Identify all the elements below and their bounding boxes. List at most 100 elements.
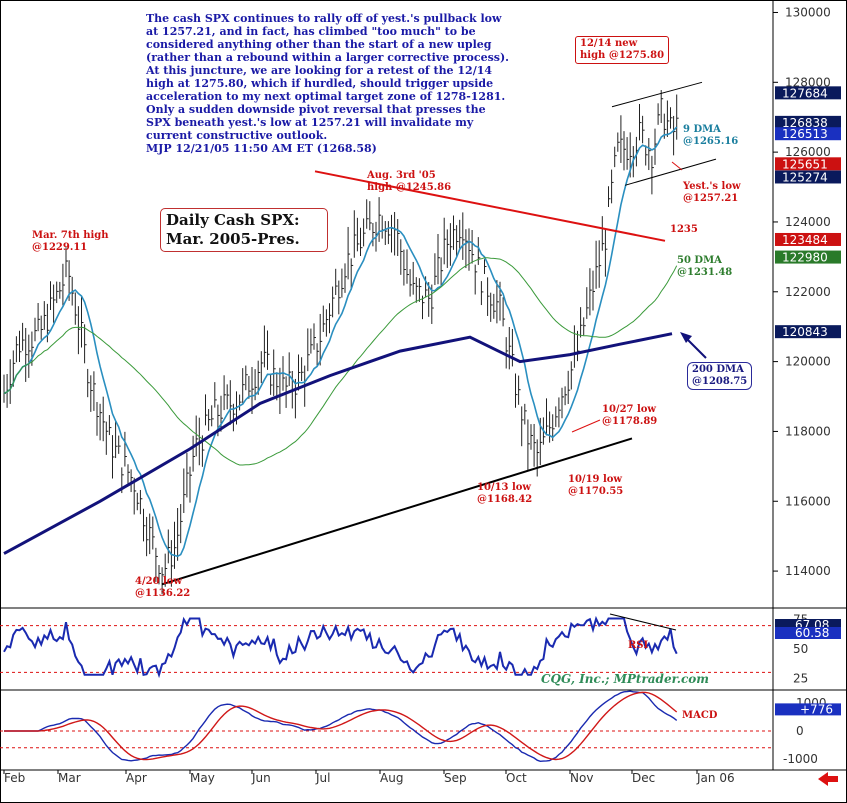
dma-9-line — [3, 126, 678, 558]
price-tag-box — [775, 232, 841, 246]
macd-label: MACD — [682, 710, 718, 721]
annotation-aug3-high: Aug. 3rd '05 high @1245.86 — [367, 170, 451, 194]
rsi-tag-label: 60.58 — [795, 626, 829, 640]
annotation-text: Aug. 3rd '05 — [367, 170, 436, 181]
dma200-arrow-head — [680, 332, 692, 343]
annotation-200-dma: 200 DMA @1208.75 — [687, 362, 753, 390]
scroll-left-icon — [818, 772, 838, 786]
x-tick-label: Mar — [58, 771, 81, 785]
annotation-text: 12/14 new — [580, 38, 638, 49]
annotation-oct13-low: 10/13 low @1168.42 — [477, 482, 532, 506]
macd-tick-label: -1000 — [783, 752, 818, 766]
annotation-text: Mar. 7th high — [32, 230, 109, 241]
price-tag-box — [775, 86, 841, 100]
y-tick-label: 118000 — [785, 424, 831, 438]
annotation-1235-line: 1235 — [670, 224, 698, 235]
x-tick-label: Jun — [251, 771, 271, 785]
x-tick-label: Aug — [380, 771, 403, 785]
annotation-text: 9 DMA — [683, 124, 721, 135]
commentary-line: SPX beneath yest.'s low at 1257.21 will … — [146, 116, 474, 129]
commentary-line: The cash SPX continues to rally off of y… — [146, 12, 502, 25]
data-credit: CQG, Inc.; MPtrader.com — [541, 672, 709, 686]
price-tag-label: 125651 — [782, 157, 828, 171]
macd-signal-line — [4, 691, 678, 761]
commentary-signature: MJP 12/21/05 11:50 AM ET (1268.58) — [146, 142, 377, 155]
annotation-text: 10/13 low — [477, 482, 532, 493]
x-tick-label: Nov — [570, 771, 593, 785]
annotation-mar7-high: Mar. 7th high @1229.11 — [32, 230, 109, 254]
rsi-divergence-line — [609, 613, 677, 631]
annotation-text: high @1275.80 — [580, 50, 665, 61]
annotation-text: 50 DMA — [677, 255, 722, 266]
dma-200-line — [3, 332, 673, 555]
rsi-tick-label: 50 — [793, 642, 808, 656]
y-tick-label: 124000 — [785, 215, 831, 229]
y-tick-label: 122000 — [785, 285, 831, 299]
price-tag-box — [775, 127, 841, 141]
price-tag-label: 123484 — [782, 233, 828, 247]
annotation-text: @1231.48 — [677, 267, 733, 278]
annotation-text: 4/20 low — [135, 576, 183, 587]
x-tick-label: Jan 06 — [696, 771, 735, 785]
annotation-text: @1178.89 — [602, 416, 658, 427]
rsi-tick-label: 25 — [793, 671, 808, 685]
price-tag-box — [775, 250, 841, 264]
dma-50-line — [3, 257, 678, 466]
commentary-line: current constructive outlook. — [146, 129, 328, 142]
chart-title-box: Daily Cash SPX: Mar. 2005-Pres. — [160, 208, 328, 252]
x-tick-label: Sep — [444, 771, 467, 785]
leader-line — [671, 161, 683, 171]
price-tag-label: 120843 — [782, 325, 828, 339]
commentary-line: high at 1275.80, which if hurdled, shoul… — [146, 77, 494, 90]
price-tag-box — [775, 325, 841, 339]
y-tick-label: 130000 — [785, 5, 831, 19]
channel-upper — [611, 81, 703, 108]
price-tag-box — [775, 170, 841, 184]
rsi-line — [3, 615, 678, 679]
price-tag: 126513 — [775, 127, 841, 141]
commentary-note: The cash SPX continues to rally off of y… — [146, 12, 546, 155]
support-trendline — [161, 437, 633, 586]
y-tick-label: 120000 — [785, 355, 831, 369]
price-tag-label: 127684 — [782, 86, 828, 100]
chart-title-line-2: Mar. 2005-Pres. — [166, 230, 300, 248]
price-tag-label: 126513 — [782, 127, 828, 141]
y-tick-label: 128000 — [785, 75, 831, 89]
annotation-oct19-low: 10/19 low @1170.55 — [568, 474, 623, 498]
annotation-apr20-low: 4/20 low @1136.22 — [135, 576, 190, 600]
annotation-text: Yest.'s low — [683, 181, 741, 192]
price-tag: 120843 — [775, 325, 841, 339]
y-tick-label: 126000 — [785, 145, 831, 159]
annotation-9-dma: 9 DMA @1265.16 — [683, 124, 738, 148]
annotation-dec14-high: 12/14 new high @1275.80 — [575, 36, 670, 64]
x-tick-label: Oct — [506, 771, 527, 785]
commentary-line: considered anything other than the start… — [146, 38, 492, 51]
x-tick-label: Apr — [126, 771, 147, 785]
annotation-text: @1168.42 — [477, 494, 533, 505]
price-tag-box — [775, 157, 841, 171]
commentary-line: acceleration to my next optimal target z… — [146, 90, 506, 103]
x-tick-label: Feb — [4, 771, 25, 785]
commentary-line: At this juncture, we are looking for a r… — [146, 64, 493, 77]
annotation-text: @1136.22 — [135, 588, 191, 599]
macd-tag-box — [775, 703, 841, 716]
annotation-oct27-low: 10/27 low @1178.89 — [602, 404, 657, 428]
price-tag-label: 125274 — [782, 170, 828, 184]
annotation-text: @1257.21 — [683, 193, 739, 204]
annotation-text: high @1245.86 — [367, 182, 452, 193]
annotation-text: 200 DMA — [692, 364, 744, 375]
macd-tick-label: 0 — [796, 724, 804, 738]
x-tick-label: Jul — [315, 771, 330, 785]
y-tick-label: 116000 — [785, 494, 831, 508]
macd-line — [4, 690, 678, 763]
rsi-label: RSI — [628, 640, 649, 651]
annotation-yesterday-low: Yest.'s low @1257.21 — [683, 181, 741, 205]
price-tag: 126838 — [775, 115, 841, 130]
x-tick-label: May — [190, 771, 215, 785]
price-tag-label: 122980 — [782, 251, 828, 265]
price-tag: 125274 — [775, 170, 841, 184]
macd-tag-label: +776 — [800, 702, 833, 716]
y-tick-label: 114000 — [785, 564, 831, 578]
